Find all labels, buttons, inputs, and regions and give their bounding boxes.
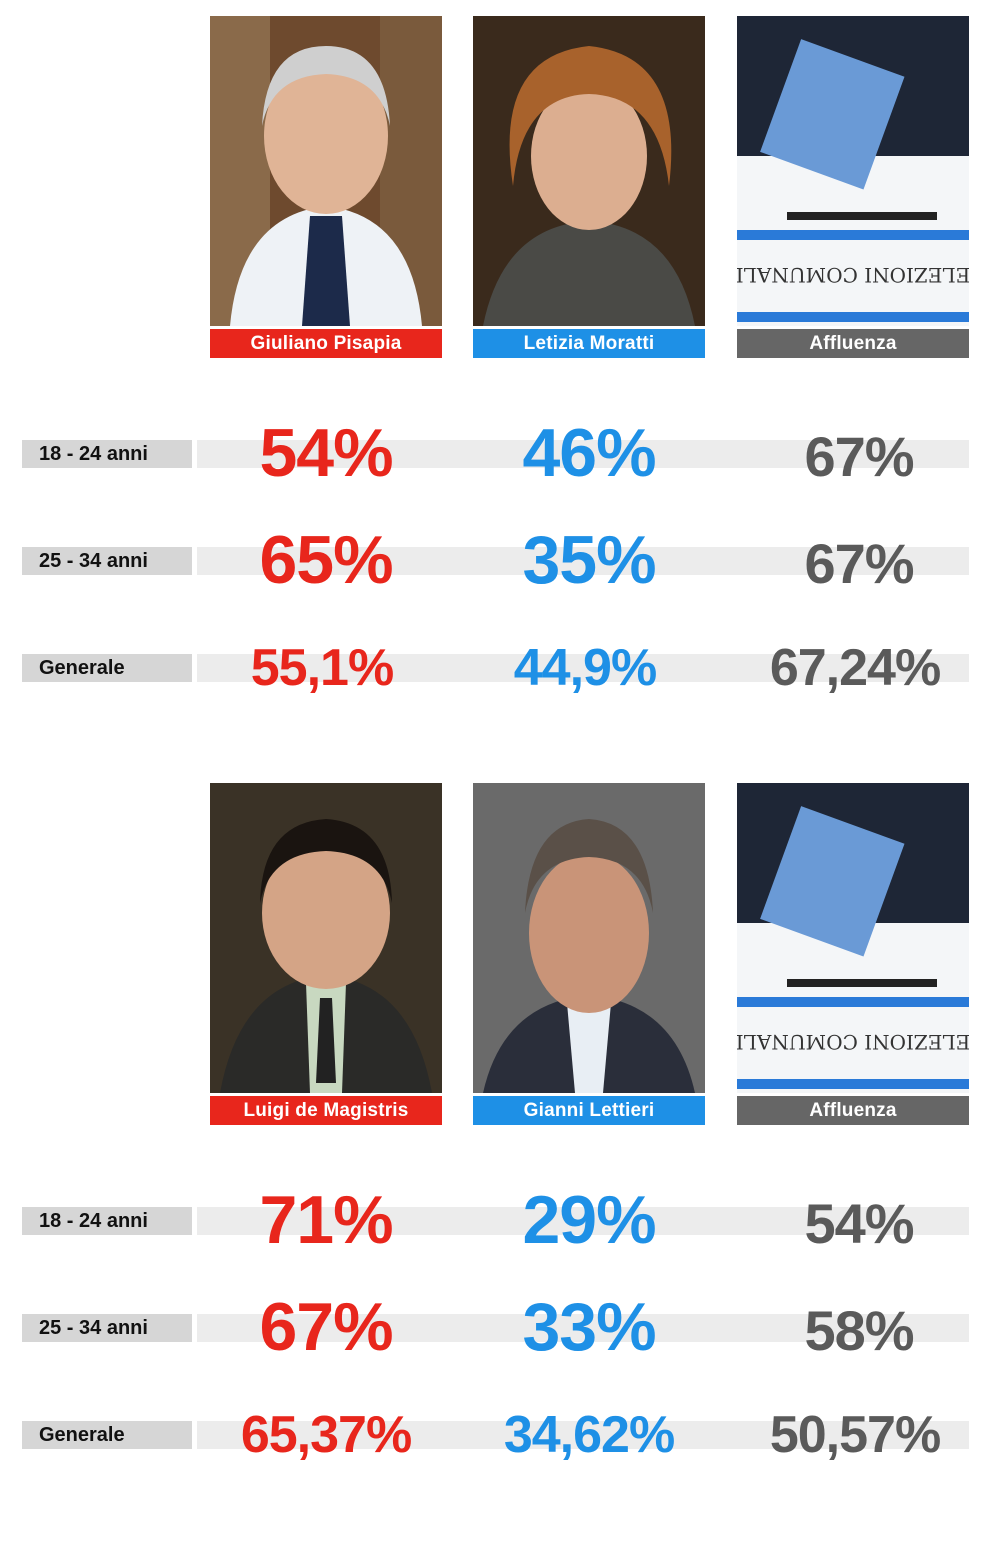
row-label-age-25-34: 25 - 34 anni <box>22 1314 192 1342</box>
candidate-photo-moratti <box>473 16 705 326</box>
value-affluenza-generale: 50,57% <box>769 1406 941 1464</box>
person-icon <box>210 783 442 1093</box>
candidate-photo-de-magistris <box>210 783 442 1093</box>
value-affluenza-25-34: 67% <box>804 532 914 595</box>
value-affluenza-18-24: 67% <box>804 425 914 488</box>
candidate-name-1: Giuliano Pisapia <box>210 329 442 358</box>
row-bar <box>197 1421 969 1449</box>
affluenza-label: Affluenza <box>737 1096 969 1125</box>
value-affluenza-generale: 67,24% <box>769 639 941 697</box>
row-label-generale: Generale <box>22 1421 192 1449</box>
candidate-photo-pisapia <box>210 16 442 326</box>
ballot-box-text: ELEZIONI COMUNALI <box>737 263 969 287</box>
row-bar <box>197 1314 969 1342</box>
ballot-box-text: ELEZIONI COMUNALI <box>737 1030 969 1054</box>
ballot-box-icon: ELEZIONI COMUNALI <box>737 783 969 1093</box>
value-affluenza-18-24: 54% <box>804 1192 914 1255</box>
value-de-magistris-18-24: 71% <box>259 1182 393 1258</box>
candidate-name-3: Luigi de Magistris <box>210 1096 442 1125</box>
row-bar <box>197 440 969 468</box>
person-icon <box>473 16 705 326</box>
person-icon <box>473 783 705 1093</box>
value-lettieri-25-34: 33% <box>522 1289 656 1365</box>
value-de-magistris-25-34: 67% <box>259 1289 393 1365</box>
row-bar <box>197 1207 969 1235</box>
row-label-age-18-24: 18 - 24 anni <box>22 440 192 468</box>
row-label-age-25-34: 25 - 34 anni <box>22 547 192 575</box>
row-bar <box>197 547 969 575</box>
value-lettieri-generale: 34,62% <box>503 1406 675 1464</box>
value-pisapia-18-24: 54% <box>259 415 393 491</box>
person-icon <box>210 16 442 326</box>
candidate-name-2: Letizia Moratti <box>473 329 705 358</box>
value-moratti-18-24: 46% <box>522 415 656 491</box>
value-moratti-generale: 44,9% <box>513 639 657 697</box>
ballot-box-icon: ELEZIONI COMUNALI <box>737 16 969 326</box>
row-label-generale: Generale <box>22 654 192 682</box>
candidate-name-4: Gianni Lettieri <box>473 1096 705 1125</box>
value-pisapia-generale: 55,1% <box>250 639 394 697</box>
value-pisapia-25-34: 65% <box>259 522 393 598</box>
row-bar <box>197 654 969 682</box>
affluenza-label: Affluenza <box>737 329 969 358</box>
row-label-age-18-24: 18 - 24 anni <box>22 1207 192 1235</box>
candidate-photo-lettieri <box>473 783 705 1093</box>
value-de-magistris-generale: 65,37% <box>240 1406 412 1464</box>
value-moratti-25-34: 35% <box>522 522 656 598</box>
affluenza-photo: ELEZIONI COMUNALI <box>737 783 969 1093</box>
value-affluenza-25-34: 58% <box>804 1299 914 1362</box>
value-lettieri-18-24: 29% <box>522 1182 656 1258</box>
affluenza-photo: ELEZIONI COMUNALI <box>737 16 969 326</box>
